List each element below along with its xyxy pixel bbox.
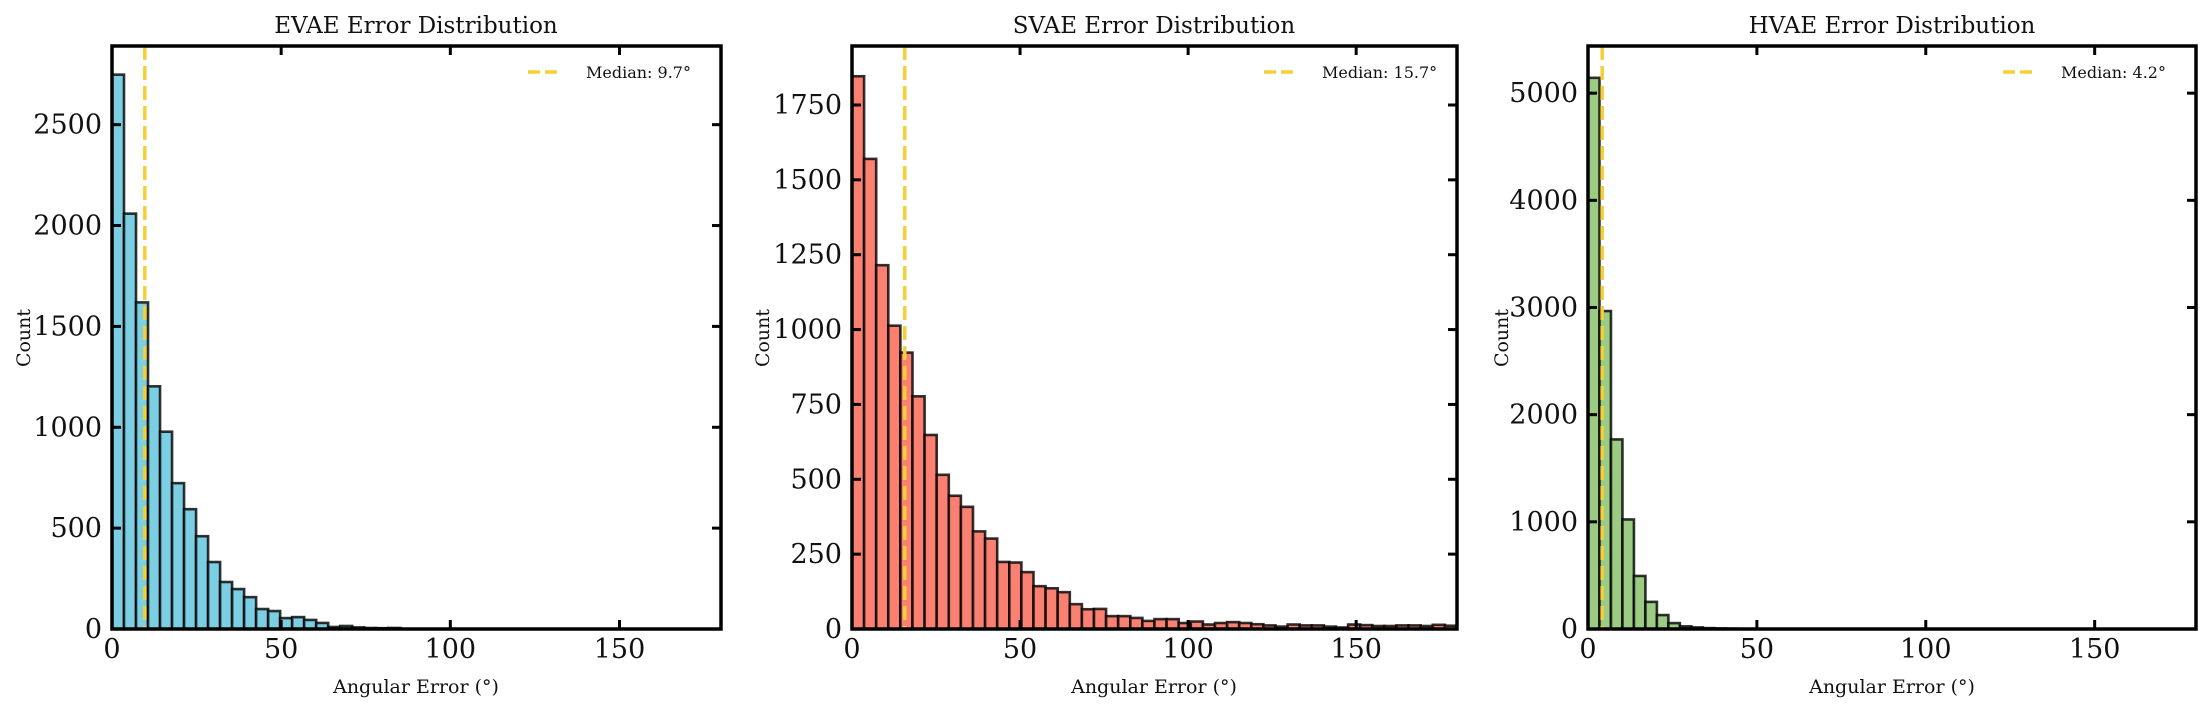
x-tick-label: 150: [1330, 634, 1382, 665]
y-tick-label: 2000: [33, 211, 102, 242]
histogram-bar: [935, 473, 951, 631]
histogram-bar: [995, 560, 1011, 631]
y-tick-label: 1000: [33, 412, 102, 443]
evae-panel: EVAE Error Distribution Angular Error (°…: [13, 13, 723, 698]
histogram-bar: [254, 607, 270, 631]
histogram-bar: [1044, 586, 1059, 631]
panel-title: EVAE Error Distribution: [274, 13, 558, 39]
histogram-bar: [850, 74, 866, 631]
x-tick-label: 150: [2069, 634, 2121, 665]
histogram-bar: [911, 395, 926, 631]
y-tick-label: 750: [790, 389, 842, 420]
x-axis-label: Angular Error (°): [332, 676, 499, 698]
histogram-bar: [1080, 607, 1096, 631]
axes-frame: [110, 44, 723, 631]
y-tick-label: 0: [825, 614, 842, 645]
svae-panel: SVAE Error Distribution Angular Error (°…: [752, 13, 1459, 698]
histogram-bar: [983, 537, 999, 631]
x-tick-label: 100: [1162, 634, 1214, 665]
histogram-bar: [971, 530, 987, 631]
bars: [850, 74, 1459, 631]
histogram-bar: [122, 212, 138, 631]
y-tick-label: 500: [790, 464, 842, 495]
histogram-bar: [862, 157, 878, 631]
y-tick-label: 500: [50, 513, 102, 544]
y-tick-label: 1750: [773, 90, 842, 121]
x-tick-label: 50: [264, 634, 298, 665]
y-tick-label: 4000: [1509, 185, 1578, 216]
y-axis-label: Count: [1491, 309, 1513, 367]
legend-label: Median: 4.2°: [2061, 63, 2166, 82]
histogram-bar: [1609, 438, 1624, 631]
histogram-bar: [1092, 607, 1108, 631]
histogram-bar: [1056, 590, 1072, 631]
x-tick-label: 100: [1900, 634, 1952, 665]
histogram-bar: [1655, 613, 1670, 631]
y-axis-label: Count: [13, 309, 35, 367]
histogram-bar: [923, 433, 938, 631]
histogram-bar: [874, 263, 890, 631]
axes-frame: [1586, 44, 2198, 631]
histogram-bar: [1644, 600, 1659, 631]
x-tick-label: 150: [594, 634, 646, 665]
x-tick-label: 0: [1579, 634, 1596, 665]
legend: Median: 9.7°: [528, 63, 691, 82]
y-tick-label: 0: [85, 614, 102, 645]
histogram-bar: [158, 430, 174, 631]
histogram-bar: [947, 494, 963, 631]
histogram-bar: [1116, 614, 1132, 631]
panel-title: SVAE Error Distribution: [1013, 13, 1296, 39]
y-tick-label: 1500: [33, 311, 102, 342]
histogram-bar: [290, 615, 306, 631]
x-tick-label: 100: [425, 634, 477, 665]
legend: Median: 15.7°: [1264, 63, 1437, 82]
bars: [1586, 76, 1739, 631]
y-axis-label: Count: [752, 309, 774, 367]
legend: Median: 4.2°: [2003, 63, 2166, 82]
histogram-bar: [1632, 574, 1647, 631]
panel-title: HVAE Error Distribution: [1749, 13, 2036, 39]
x-axis-label: Angular Error (°): [1808, 676, 1975, 698]
x-tick-label: 50: [1740, 634, 1774, 665]
histogram-bar: [110, 73, 126, 631]
histogram-bar: [206, 560, 222, 631]
histogram-bar: [242, 595, 258, 631]
histogram-bar: [1032, 584, 1047, 631]
histogram-bar: [1007, 561, 1023, 631]
y-tick-label: 1500: [773, 165, 842, 196]
x-axis-label: Angular Error (°): [1070, 676, 1237, 698]
axes-frame: [850, 44, 1459, 631]
y-tick-label: 1000: [773, 315, 842, 346]
histogram-bar: [886, 324, 902, 631]
bars: [110, 73, 402, 631]
histogram-bar: [1068, 602, 1084, 631]
histogram-bar: [170, 481, 186, 631]
histogram-bar: [959, 505, 975, 631]
y-tick-label: 1000: [1509, 507, 1578, 538]
legend-label: Median: 15.7°: [1322, 63, 1437, 82]
histogram-bar: [182, 507, 198, 631]
y-tick-label: 0: [1561, 614, 1578, 645]
x-tick-label: 50: [1003, 634, 1037, 665]
y-tick-label: 5000: [1509, 78, 1578, 109]
legend-label: Median: 9.7°: [586, 63, 691, 82]
x-tick-label: 0: [103, 634, 120, 665]
y-tick-label: 2000: [1509, 400, 1578, 431]
histogram-bar: [1020, 570, 1035, 631]
histogram-bar: [1104, 614, 1120, 631]
y-tick-label: 1250: [773, 240, 842, 271]
histogram-bar: [194, 534, 210, 631]
histogram-bar: [218, 580, 234, 631]
x-tick-label: 0: [843, 634, 860, 665]
histogram-bar: [266, 609, 282, 631]
y-tick-label: 3000: [1509, 292, 1578, 323]
histogram-bar: [1621, 518, 1636, 631]
histogram-bar: [230, 587, 246, 631]
hvae-panel: HVAE Error Distribution Angular Error (°…: [1491, 13, 2198, 698]
y-tick-label: 250: [790, 539, 842, 570]
y-tick-label: 2500: [33, 110, 102, 141]
histogram-bar: [146, 385, 162, 631]
